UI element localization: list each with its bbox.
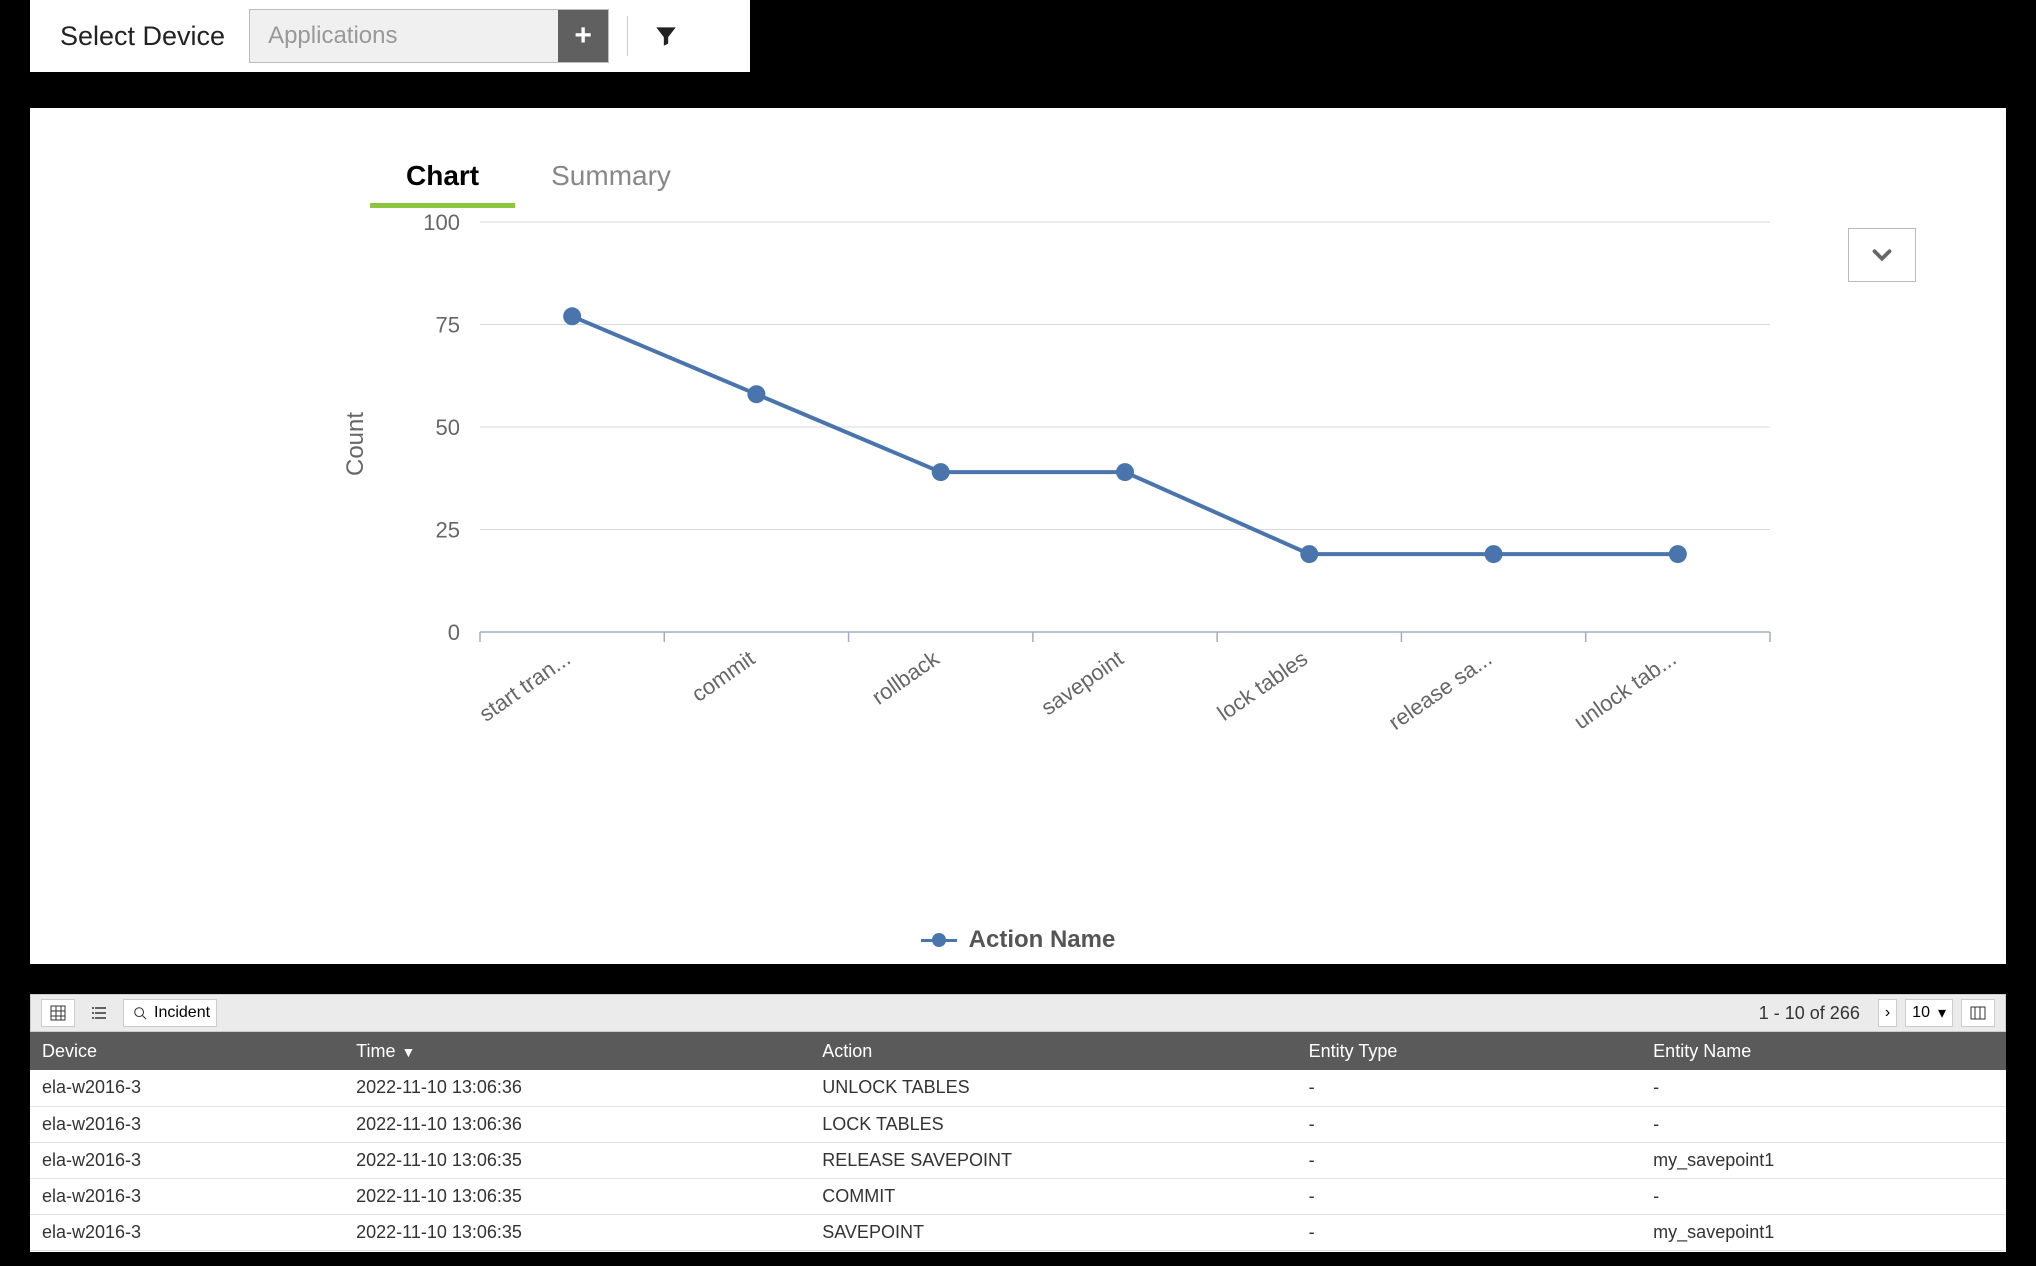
table-cell: my_savepoint1 xyxy=(1641,1214,2006,1250)
page-size-selector[interactable]: 10 ▾ xyxy=(1905,999,1953,1027)
column-entity_type[interactable]: Entity Type xyxy=(1297,1032,1642,1070)
chart-options-button[interactable] xyxy=(1848,228,1916,282)
table-cell: ela-w2016-3 xyxy=(30,1142,344,1178)
device-selector-bar: Select Device Applications + xyxy=(30,0,750,72)
column-device[interactable]: Device xyxy=(30,1032,344,1070)
legend-dot-icon xyxy=(932,933,946,947)
table-cell: ela-w2016-3 xyxy=(30,1178,344,1214)
columns-icon xyxy=(1968,1003,1988,1023)
grid-view-button[interactable] xyxy=(41,999,75,1027)
table-cell: ela-w2016-3 xyxy=(30,1214,344,1250)
chart-area: Count 0255075100start tran...commitrollb… xyxy=(350,206,1926,926)
table-cell: ela-w2016-3 xyxy=(30,1070,344,1106)
svg-text:50: 50 xyxy=(436,415,460,440)
results-table-panel: Incident 1 - 10 of 266 › 10 ▾ DeviceTime▼… xyxy=(30,994,2006,1252)
plus-icon: + xyxy=(574,19,592,53)
column-time[interactable]: Time▼ xyxy=(344,1032,810,1070)
table-cell: RELEASE SAVEPOINT xyxy=(810,1142,1296,1178)
table-cell: 2022-11-10 13:06:35 xyxy=(344,1178,810,1214)
divider xyxy=(627,16,628,56)
table-row[interactable]: ela-w2016-32022-11-10 13:06:35COMMIT-- xyxy=(30,1178,2006,1214)
svg-text:savepoint: savepoint xyxy=(1036,646,1127,721)
svg-text:start tran...: start tran... xyxy=(475,646,575,727)
table-row[interactable]: ela-w2016-32022-11-10 13:06:35RELEASE SA… xyxy=(30,1142,2006,1178)
applications-selector[interactable]: Applications + xyxy=(249,9,609,63)
table-cell: - xyxy=(1641,1106,2006,1142)
chart-panel: Chart Summary Count 0255075100start tran… xyxy=(30,108,2006,964)
chart-tabs: Chart Summary xyxy=(370,148,1966,206)
table-cell: COMMIT xyxy=(810,1178,1296,1214)
caret-down-icon: ▾ xyxy=(1938,1003,1946,1023)
svg-text:rollback: rollback xyxy=(867,645,944,710)
add-application-button[interactable]: + xyxy=(558,10,608,62)
legend-label: Action Name xyxy=(969,926,1116,954)
columns-config-button[interactable] xyxy=(1961,999,1995,1027)
svg-text:lock tables: lock tables xyxy=(1213,646,1312,726)
table-cell: 2022-11-10 13:06:36 xyxy=(344,1070,810,1106)
applications-placeholder: Applications xyxy=(250,22,558,50)
chevron-down-icon xyxy=(1867,240,1897,270)
table-cell: 2022-11-10 13:06:36 xyxy=(344,1106,810,1142)
table-cell: ela-w2016-3 xyxy=(30,1106,344,1142)
search-icon xyxy=(130,1003,150,1023)
table-cell: SAVEPOINT xyxy=(810,1214,1296,1250)
column-entity_name[interactable]: Entity Name xyxy=(1641,1032,2006,1070)
svg-text:75: 75 xyxy=(436,313,460,338)
list-icon xyxy=(89,1003,109,1023)
table-cell: my_savepoint1 xyxy=(1641,1142,2006,1178)
funnel-icon xyxy=(653,23,679,49)
filter-button[interactable] xyxy=(646,16,686,56)
table-row[interactable]: ela-w2016-32022-11-10 13:06:36UNLOCK TAB… xyxy=(30,1070,2006,1106)
chevron-right-icon: › xyxy=(1885,1004,1890,1022)
chart-legend: Action Name xyxy=(70,926,1966,954)
pager-summary: 1 - 10 of 266 xyxy=(1759,1003,1860,1024)
sort-desc-icon: ▼ xyxy=(401,1044,415,1060)
line-chart: 0 25 50 75 100 start tran... commit rollback sav… xyxy=(350,206,1870,806)
table-row[interactable]: ela-w2016-32022-11-10 13:06:36LOCK TABLE… xyxy=(30,1106,2006,1142)
svg-text:25: 25 xyxy=(436,518,460,543)
table-cell: - xyxy=(1297,1178,1642,1214)
table-cell: - xyxy=(1297,1142,1642,1178)
page-size-value: 10 xyxy=(1912,1004,1930,1022)
table-cell: 2022-11-10 13:06:35 xyxy=(344,1214,810,1250)
table-toolbar: Incident 1 - 10 of 266 › 10 ▾ xyxy=(30,994,2006,1032)
svg-text:release sa...: release sa... xyxy=(1384,646,1497,735)
next-page-button[interactable]: › xyxy=(1878,999,1897,1027)
grid-icon xyxy=(48,1003,68,1023)
list-view-button[interactable] xyxy=(83,999,115,1027)
table-row[interactable]: ela-w2016-32022-11-10 13:06:35SAVEPOINT-… xyxy=(30,1214,2006,1250)
select-device-label: Select Device xyxy=(30,21,249,52)
svg-text:0: 0 xyxy=(448,620,460,645)
table-header-row: DeviceTime▼ActionEntity TypeEntity Name xyxy=(30,1032,2006,1070)
table-cell: - xyxy=(1297,1070,1642,1106)
legend-marker xyxy=(921,936,957,944)
table-cell: LOCK TABLES xyxy=(810,1106,1296,1142)
table-cell: - xyxy=(1297,1106,1642,1142)
svg-text:commit: commit xyxy=(687,646,759,707)
incident-label: Incident xyxy=(154,1004,210,1022)
table-cell: - xyxy=(1297,1214,1642,1250)
svg-text:100: 100 xyxy=(423,210,460,235)
table-cell: - xyxy=(1641,1178,2006,1214)
incident-button[interactable]: Incident xyxy=(123,999,217,1027)
column-action[interactable]: Action xyxy=(810,1032,1296,1070)
tab-summary[interactable]: Summary xyxy=(515,148,707,206)
table-cell: 2022-11-10 13:06:35 xyxy=(344,1142,810,1178)
table-body: ela-w2016-32022-11-10 13:06:36UNLOCK TAB… xyxy=(30,1070,2006,1250)
results-table: DeviceTime▼ActionEntity TypeEntity Name … xyxy=(30,1032,2006,1251)
table-cell: UNLOCK TABLES xyxy=(810,1070,1296,1106)
tab-chart[interactable]: Chart xyxy=(370,148,515,206)
svg-text:unlock tab...: unlock tab... xyxy=(1569,646,1681,735)
table-cell: - xyxy=(1641,1070,2006,1106)
